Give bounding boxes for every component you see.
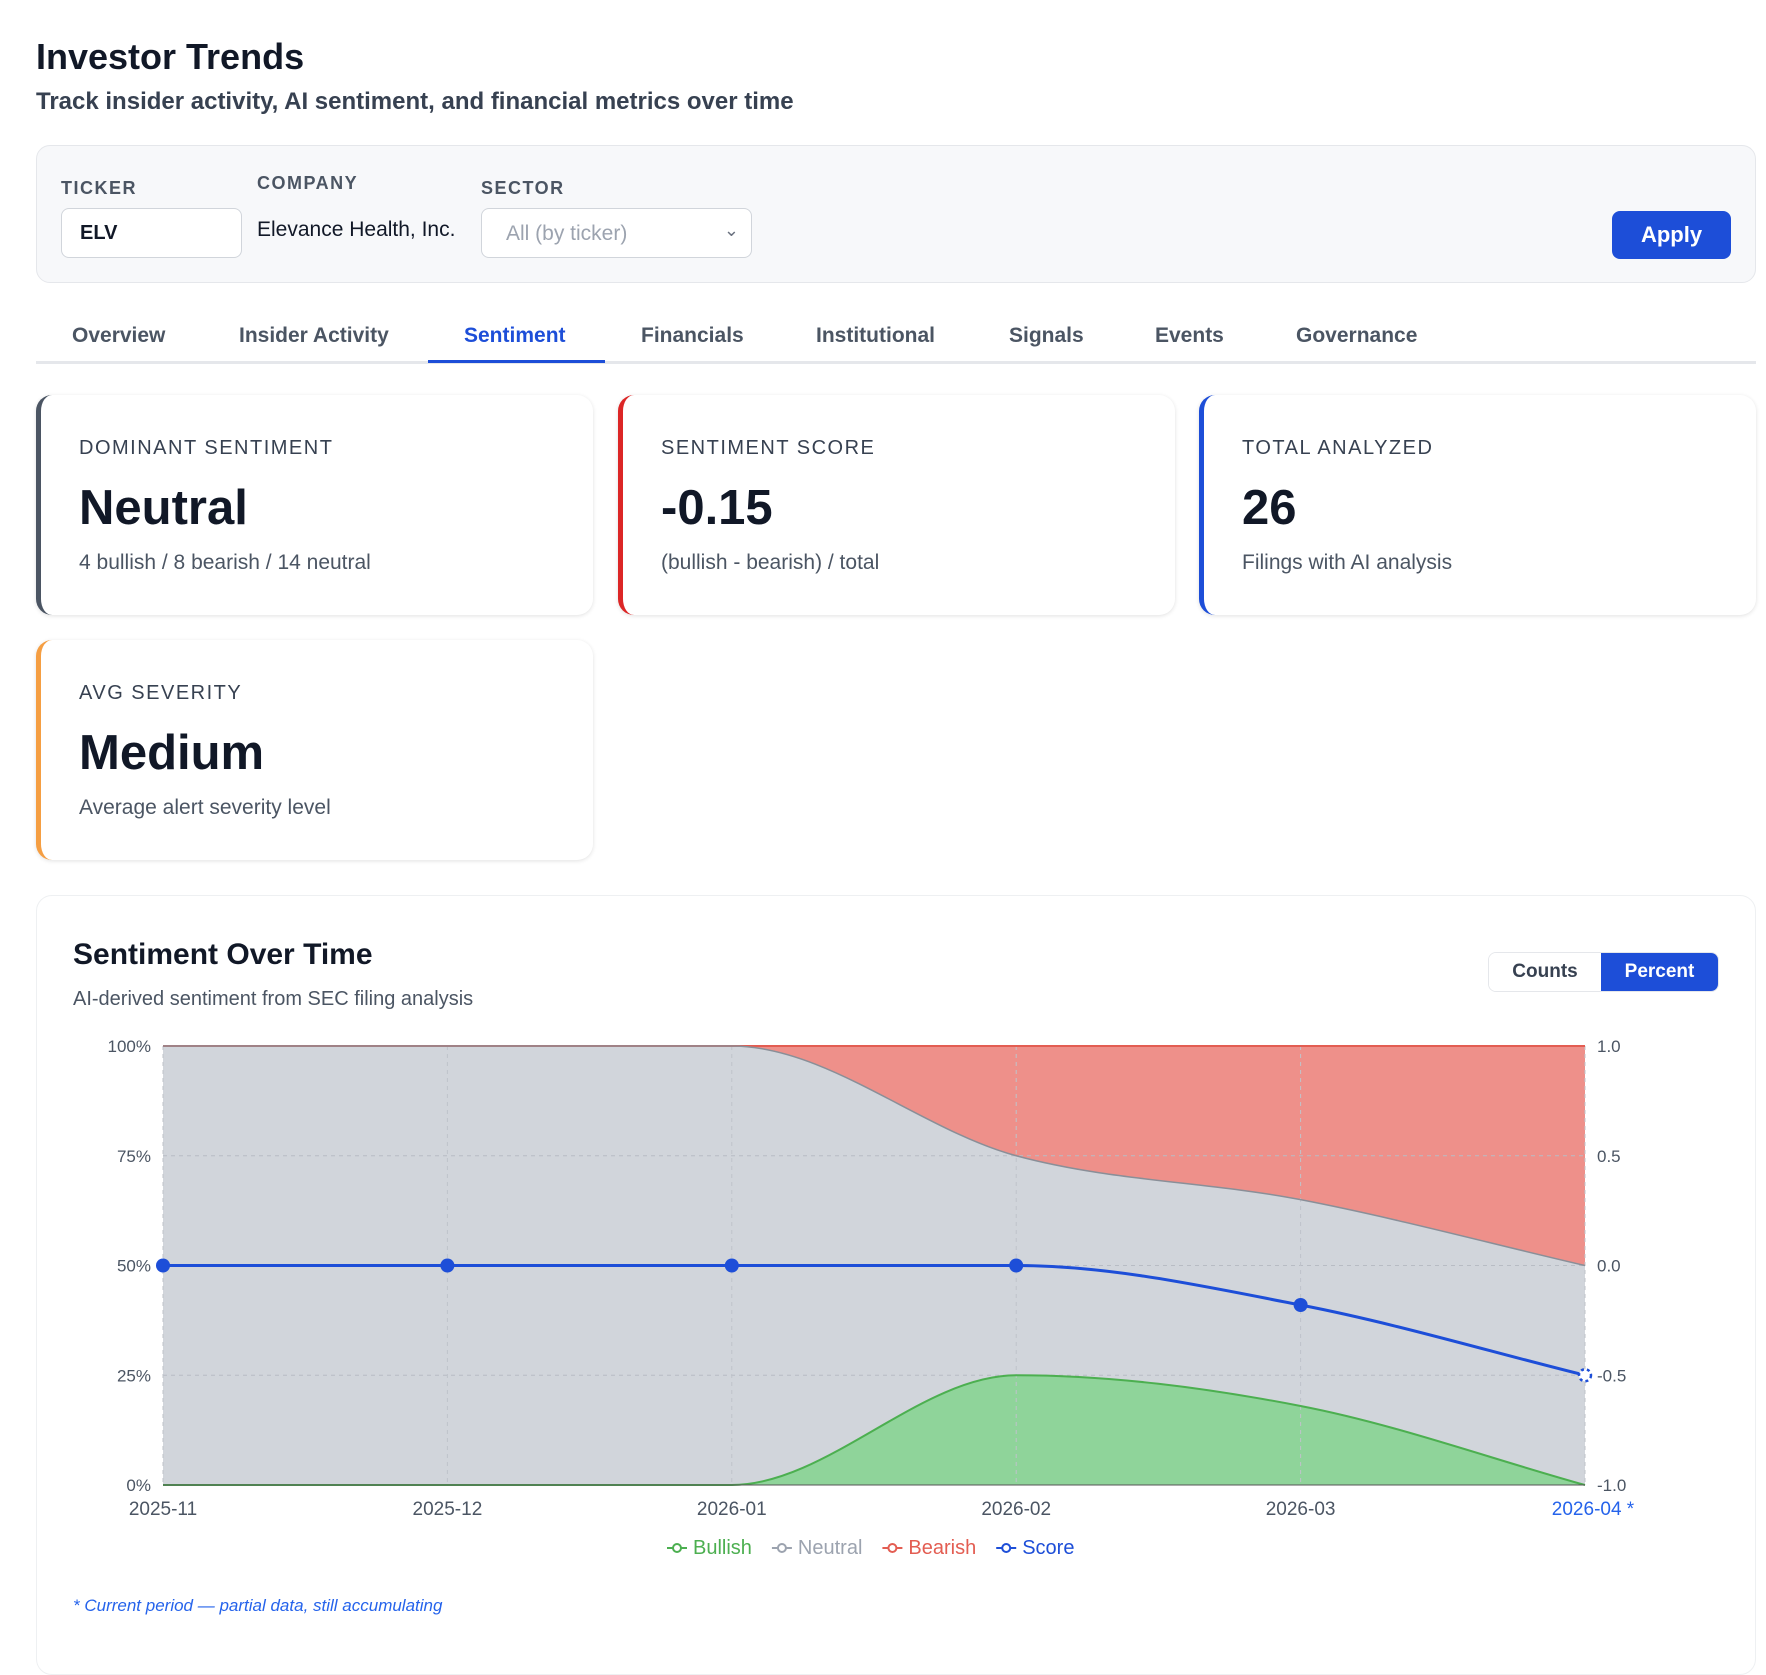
- card-avg-severity: AVG SEVERITY Medium Average alert severi…: [36, 640, 593, 860]
- legend-item-bullish: Bullish: [693, 1537, 752, 1559]
- legend-marker-icon: [887, 1543, 898, 1553]
- x-tick: 2026-02: [981, 1499, 1051, 1520]
- apply-button[interactable]: Apply: [1612, 211, 1731, 259]
- legend-item-score: Score: [1022, 1537, 1074, 1559]
- chevron-down-icon: ⌄: [723, 220, 739, 240]
- y-right-tick: -1.0: [1597, 1476, 1626, 1495]
- legend-item-neutral: Neutral: [798, 1537, 862, 1559]
- card-label: SENTIMENT SCORE: [661, 437, 876, 459]
- tab-sentiment[interactable]: Sentiment: [464, 324, 566, 347]
- company-label: COMPANY: [257, 173, 359, 193]
- ticker-label: TICKER: [61, 178, 137, 198]
- legend-item-bearish: Bearish: [908, 1537, 976, 1559]
- score-point: [1009, 1258, 1024, 1273]
- active-tab-indicator: [428, 360, 605, 363]
- score-point: [156, 1258, 170, 1273]
- neutral-line: [162, 1045, 1586, 1267]
- chart-subtitle: AI-derived sentiment from SEC filing ana…: [73, 988, 474, 1010]
- page-subtitle: Track insider activity, AI sentiment, an…: [36, 88, 794, 115]
- y-right-tick: 1.0: [1597, 1037, 1621, 1056]
- card-label: AVG SEVERITY: [79, 682, 243, 704]
- tab-events[interactable]: Events: [1155, 324, 1224, 347]
- card-subtext: 4 bullish / 8 bearish / 14 neutral: [79, 551, 371, 574]
- legend-marker-icon: [776, 1543, 787, 1553]
- x-tick: 2025-12: [413, 1499, 483, 1520]
- counts-toggle-button[interactable]: Counts: [1489, 953, 1601, 991]
- score-point: [1293, 1298, 1308, 1313]
- score-point-partial: [1577, 1368, 1593, 1383]
- bearish-area: [163, 1046, 1585, 1266]
- tab-institutional[interactable]: Institutional: [816, 324, 935, 347]
- partial-data-footnote: * Current period — partial data, still a…: [73, 1596, 443, 1615]
- y-left-tick: 50%: [117, 1257, 151, 1276]
- legend-marker-icon: [1001, 1543, 1012, 1553]
- tab-financials[interactable]: Financials: [641, 324, 744, 347]
- sector-select[interactable]: All (by ticker) ⌄: [481, 208, 752, 258]
- ticker-input[interactable]: ELV: [61, 208, 242, 258]
- sector-label: SECTOR: [481, 178, 565, 198]
- score-point: [724, 1258, 739, 1273]
- card-value: Medium: [79, 726, 265, 780]
- card-subtext: Average alert severity level: [79, 796, 331, 819]
- sentiment-chart-panel: Sentiment Over Time AI-derived sentiment…: [36, 895, 1756, 1675]
- card-label: TOTAL ANALYZED: [1242, 437, 1434, 459]
- card-total-analyzed: TOTAL ANALYZED 26 Filings with AI analys…: [1199, 395, 1756, 615]
- x-tick: 2025-11: [129, 1499, 197, 1520]
- tab-overview[interactable]: Overview: [72, 324, 166, 347]
- y-right-tick: 0.5: [1597, 1147, 1621, 1166]
- score-line: [163, 1264, 1586, 1377]
- card-sentiment-score: SENTIMENT SCORE -0.15 (bullish - bearish…: [618, 395, 1175, 615]
- y-left-tick: 75%: [117, 1147, 151, 1166]
- x-tick: 2026-01: [697, 1499, 767, 1520]
- y-right-tick: -0.5: [1597, 1366, 1626, 1385]
- card-value: -0.15: [661, 481, 773, 535]
- card-subtext: (bullish - bearish) / total: [661, 551, 880, 574]
- sentiment-chart: 0% 25% 50% 75% 100% -1.0 -0.5 0.0 0.5 1.0 2025-11 2…: [108, 1037, 1635, 1559]
- chart-title: Sentiment Over Time: [73, 938, 373, 971]
- x-tick: 2026-03: [1266, 1499, 1336, 1520]
- score-point: [440, 1258, 455, 1273]
- tab-signals[interactable]: Signals: [1009, 324, 1084, 347]
- card-dominant-sentiment: DOMINANT SENTIMENT Neutral 4 bullish / 8…: [36, 395, 593, 615]
- y-left-tick: 100%: [108, 1037, 151, 1056]
- card-subtext: Filings with AI analysis: [1242, 551, 1453, 574]
- card-label: DOMINANT SENTIMENT: [79, 437, 334, 459]
- filter-panel: TICKER ELV COMPANY Elevance Health, Inc.…: [36, 145, 1756, 283]
- tab-insider-activity[interactable]: Insider Activity: [239, 324, 389, 347]
- view-toggle: Counts Percent: [1488, 952, 1719, 992]
- percent-toggle-button[interactable]: Percent: [1601, 953, 1718, 991]
- card-value: 26: [1242, 481, 1297, 535]
- company-value: Elevance Health, Inc.: [257, 218, 456, 241]
- tab-bar: Overview Insider Activity Sentiment Fina…: [36, 316, 1756, 364]
- y-left-tick: 25%: [117, 1366, 151, 1385]
- x-tick: 2026-04 *: [1552, 1499, 1635, 1520]
- tab-governance[interactable]: Governance: [1296, 324, 1418, 347]
- y-right-tick: 0.0: [1597, 1257, 1621, 1276]
- card-value: Neutral: [79, 481, 248, 535]
- sector-value: All (by ticker): [506, 222, 628, 245]
- y-left-tick: 0%: [126, 1476, 151, 1495]
- legend-marker-icon: [672, 1543, 682, 1553]
- page-title: Investor Trends: [36, 36, 305, 77]
